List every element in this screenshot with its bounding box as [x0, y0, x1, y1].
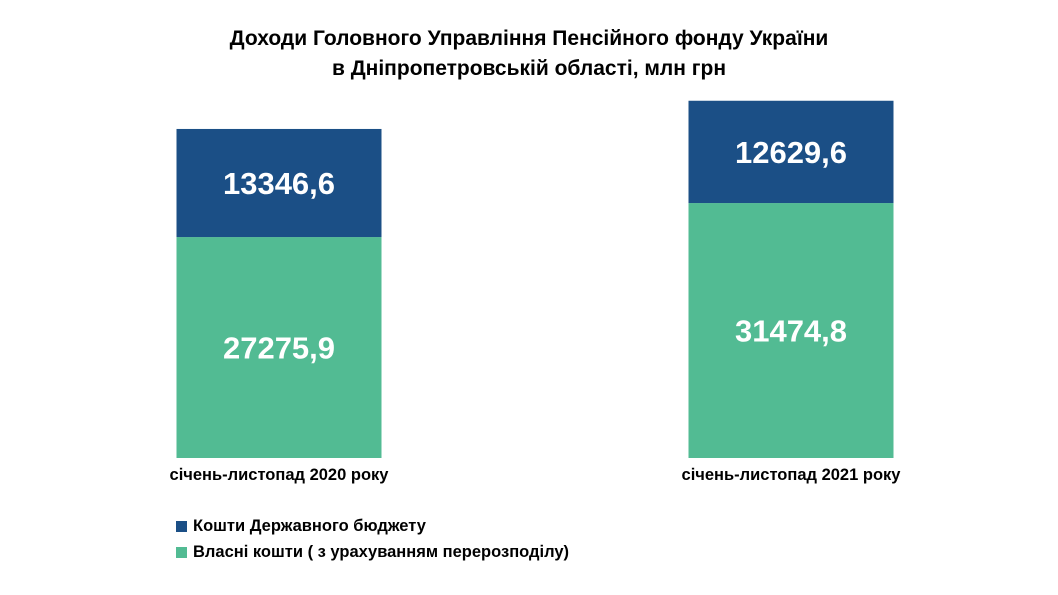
- legend-label-state-budget: Кошти Державного бюджету: [193, 516, 426, 535]
- bar-own-funds-1: [176, 237, 382, 458]
- legend-item-state-budget: Кошти Державного бюджету: [176, 513, 569, 539]
- chart-legend: Кошти Державного бюджету Власні кошти ( …: [176, 513, 569, 565]
- chart-title-line-2: в Дніпропетровській області, млн грн: [331, 57, 727, 80]
- data-label-state-budget-2: 12629,6: [735, 135, 847, 170]
- data-label-state-budget-1: 13346,6: [223, 166, 335, 201]
- legend-swatch-state-budget: [176, 520, 187, 532]
- bar-state-budget-2: [688, 100, 894, 204]
- data-label-own-funds-1: 27275,9: [223, 331, 335, 366]
- legend-swatch-own-funds: [176, 546, 187, 558]
- bar-own-funds-2: [688, 203, 894, 458]
- category-label-1: січень-листопад 2020 року: [170, 466, 390, 484]
- chart-title-line-1: Доходи Головного Управління Пенсійного ф…: [229, 27, 829, 50]
- category-label-2: січень-листопад 2021 року: [682, 466, 902, 484]
- legend-label-own-funds: Власні кошти ( з урахуванням перерозподі…: [193, 542, 570, 561]
- bar-state-budget-1: [176, 128, 382, 238]
- chart-title: Доходи Головного Управління Пенсійного ф…: [0, 24, 1058, 84]
- data-label-own-funds-2: 31474,8: [735, 314, 847, 349]
- legend-item-own-funds: Власні кошти ( з урахуванням перерозподі…: [176, 539, 569, 565]
